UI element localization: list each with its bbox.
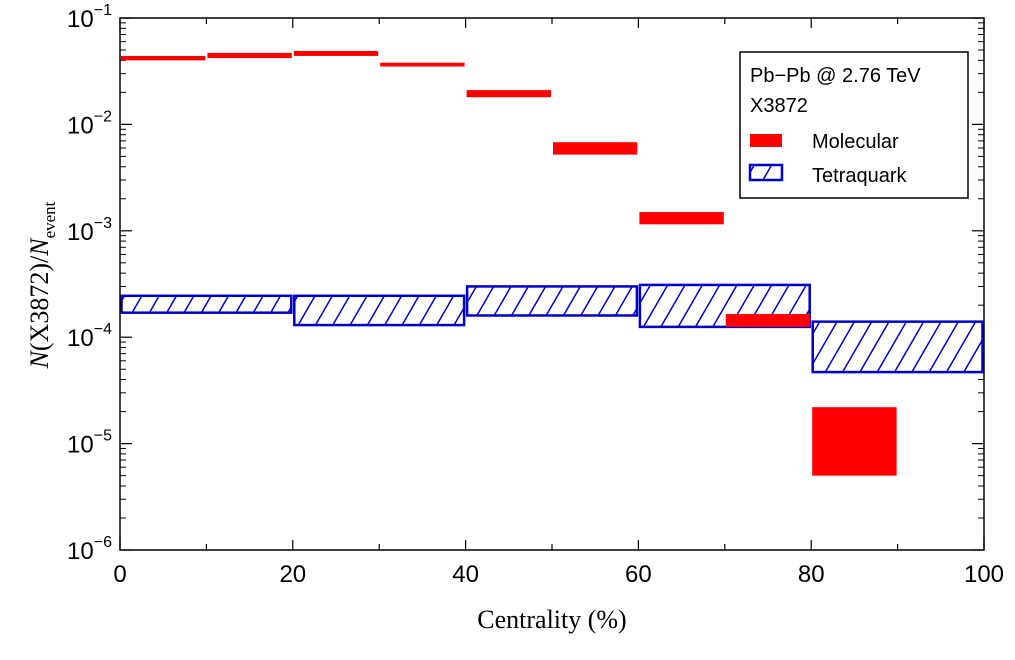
plot-frame	[119, 17, 985, 551]
x-tick-label: 40	[452, 561, 479, 588]
y-tick-label: 10−6	[67, 534, 112, 565]
y-tick-label: 10−5	[67, 428, 112, 459]
tetraquark-bar	[120, 294, 293, 314]
y-axis-title: N(X3872)/Nevent	[25, 201, 59, 369]
tetraquark-bar	[811, 320, 984, 374]
tetraquark-series	[120, 283, 984, 374]
x-tick-labels: 0 20 40 60 80 100	[113, 561, 1004, 588]
molecular-bar	[812, 407, 897, 476]
legend: Pb−Pb @ 2.76 TeV X3872 Molecular Tetraqu…	[739, 51, 969, 199]
x-tick-label: 60	[625, 561, 652, 588]
x-tick-label: 0	[113, 561, 126, 588]
y-tick-label: 10−1	[67, 2, 112, 33]
y-tick-label: 10−3	[67, 215, 112, 246]
tetraquark-bar	[465, 285, 639, 317]
tetraquark-bar	[293, 294, 466, 327]
molecular-series	[121, 50, 897, 476]
molecular-bar	[207, 52, 292, 59]
legend-molecular-swatch	[750, 134, 782, 147]
molecular-bar	[553, 142, 638, 155]
x-tick-label: 100	[964, 561, 1004, 588]
legend-title-line2: X3872	[750, 95, 808, 117]
molecular-bar	[293, 50, 379, 56]
legend-molecular-label: Molecular	[812, 131, 899, 153]
x-tick-label: 20	[279, 561, 306, 588]
molecular-bar	[466, 90, 551, 98]
y-tick-label: 10−2	[67, 108, 112, 139]
molecular-bar	[121, 55, 206, 61]
legend-tetraquark-label: Tetraquark	[812, 165, 907, 187]
legend-tetraquark-swatch	[748, 163, 784, 182]
y-tick-labels: 10−6 10−5 10−4 10−3 10−2 10−1	[67, 2, 112, 565]
x-axis-title: Centrality (%)	[477, 605, 626, 634]
molecular-bar	[725, 314, 811, 327]
y-tick-label: 10−4	[67, 321, 112, 352]
molecular-bar	[380, 62, 465, 67]
x-tick-label: 80	[798, 561, 825, 588]
legend-title-line1: Pb−Pb @ 2.76 TeV	[750, 65, 921, 87]
molecular-bar	[639, 212, 724, 225]
